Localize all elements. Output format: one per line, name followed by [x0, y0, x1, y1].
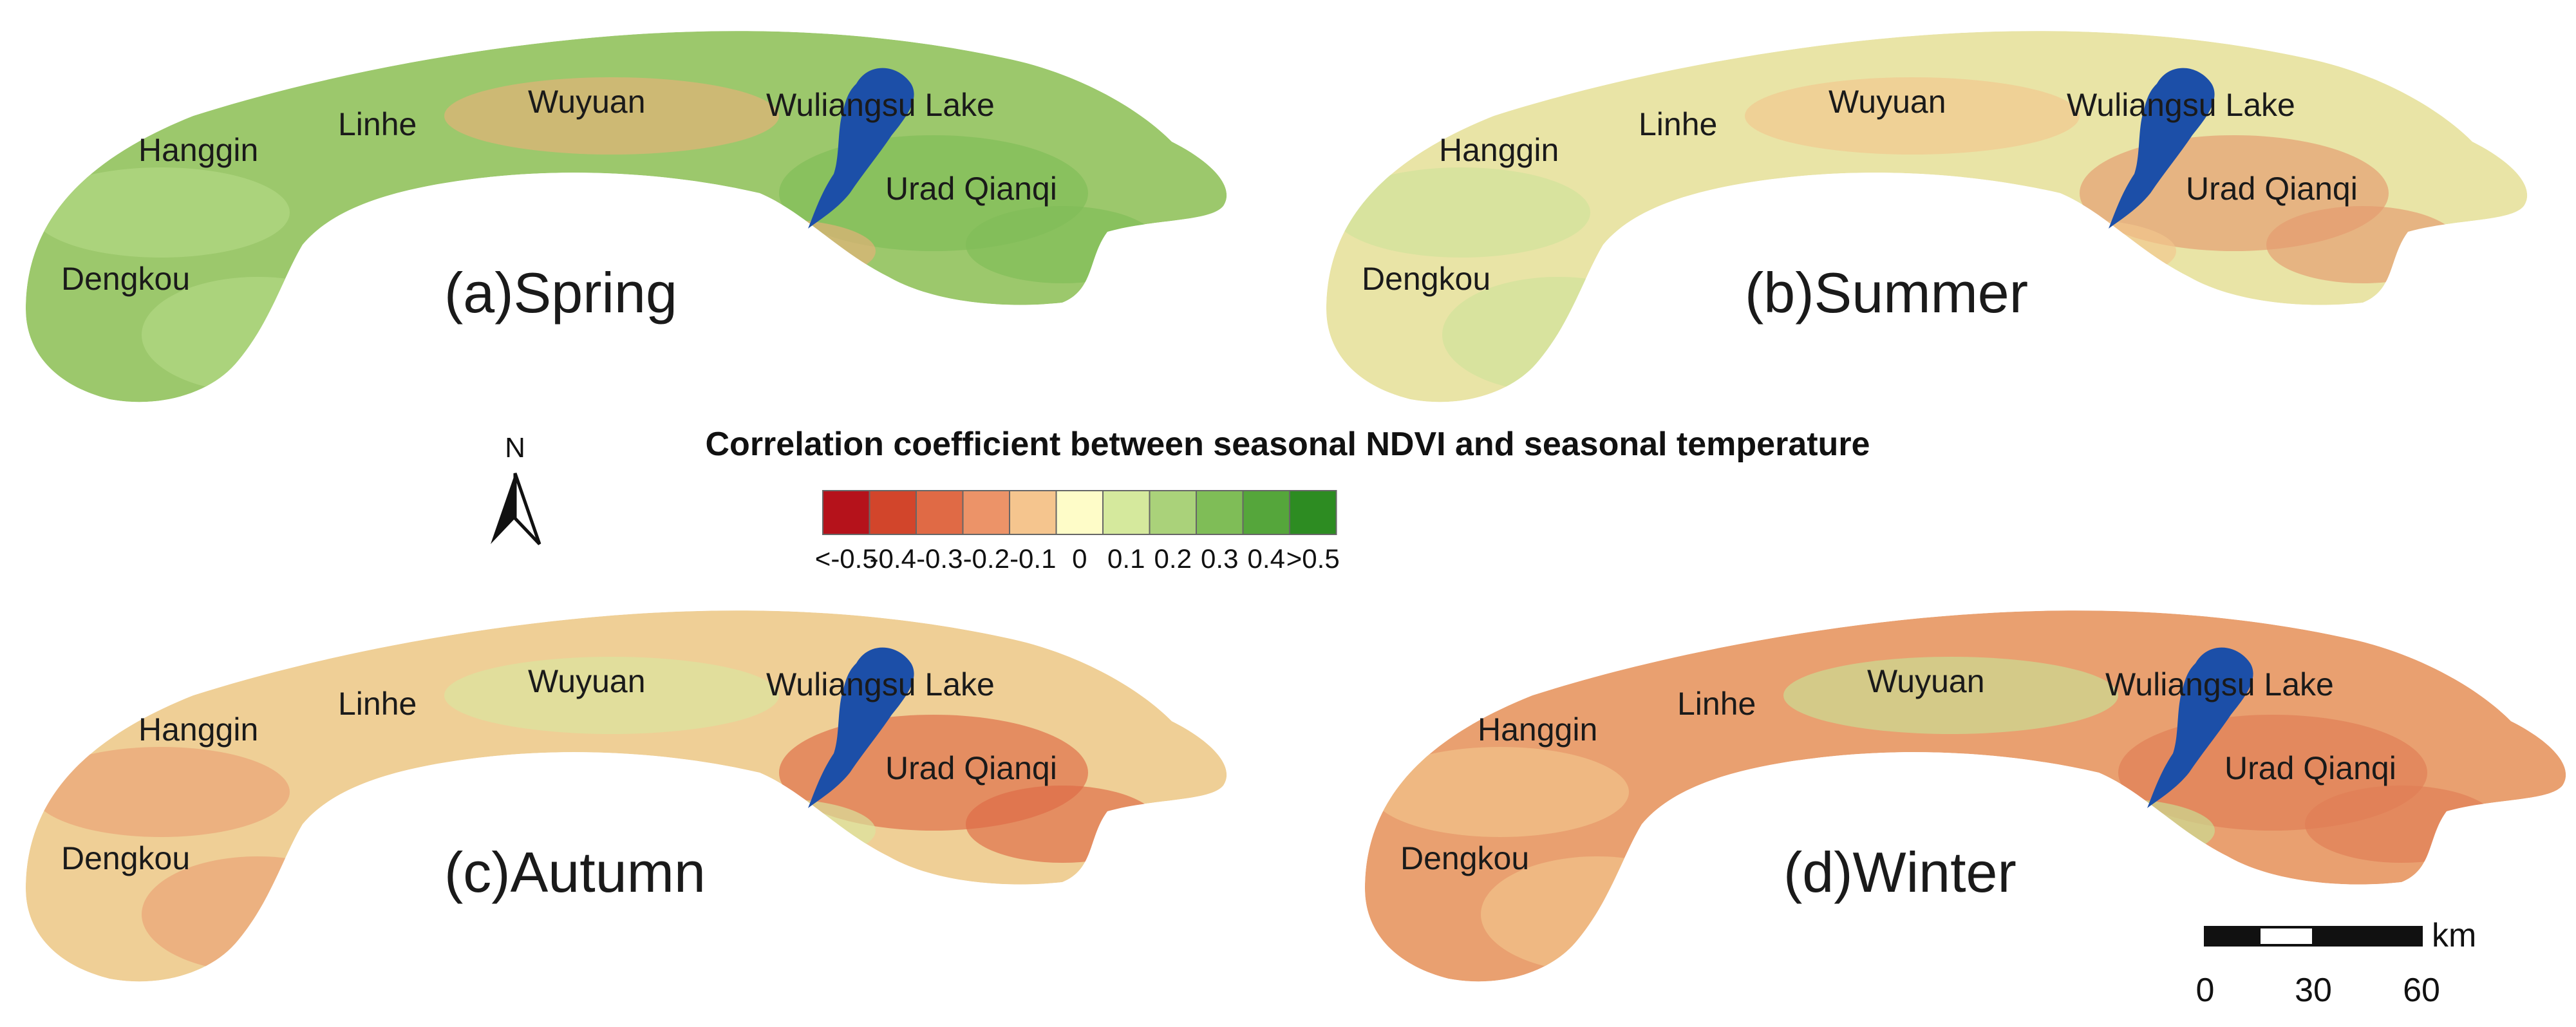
landcover-patch: [1783, 657, 2118, 734]
legend-title: Correlation coefficient between seasonal…: [706, 426, 1870, 463]
legend-tick-label: 0.2: [1154, 543, 1192, 574]
place-label-wuyuan: Wuyuan: [528, 84, 646, 120]
place-label-wuyuan: Wuyuan: [528, 663, 646, 699]
place-label-linhe: Linhe: [338, 686, 417, 722]
landcover-patch: [32, 747, 290, 837]
legend-swatch: [1009, 490, 1057, 535]
landcover-patch: [2266, 206, 2459, 283]
legend-tick-label: 0: [1072, 543, 1087, 574]
place-label-linhe: Linhe: [338, 106, 417, 142]
legend-swatch: [1242, 490, 1290, 535]
legend-tick-label: 0.1: [1107, 543, 1145, 574]
legend-tick-label: 0.3: [1201, 543, 1238, 574]
place-label-lake: Wuliangsu Lake: [766, 666, 995, 702]
legend-tick-label: -0.3: [916, 543, 963, 574]
landcover-patch: [966, 206, 1159, 283]
place-label-linhe: Linhe: [1639, 106, 1717, 142]
panel-winter: Hanggin Linhe Wuyuan Wuliangsu Lake Urad Qia…: [1365, 610, 2566, 982]
legend-swatch: [869, 490, 917, 535]
landcover-patch: [1333, 167, 1590, 258]
place-label-wuyuan: Wuyuan: [1867, 663, 1985, 699]
legend-swatch: [1289, 490, 1337, 535]
legend-tick-label: -0.1: [1010, 543, 1056, 574]
place-label-lake: Wuliangsu Lake: [2105, 666, 2334, 702]
scale-bar-tick-0: 0: [2196, 972, 2215, 1009]
legend-swatch: [1102, 490, 1151, 535]
place-label-hanggin: Hanggin: [138, 711, 258, 748]
place-label-urad: Urad Qianqi: [2186, 171, 2358, 207]
place-label-linhe: Linhe: [1677, 686, 1756, 722]
panel-label: (d)Winter: [1783, 840, 2017, 904]
place-label-lake: Wuliangsu Lake: [2067, 87, 2295, 123]
landcover-patch: [966, 786, 1159, 863]
place-label-dengkou: Dengkou: [61, 261, 190, 297]
scale-bar-tick-30: 30: [2295, 972, 2332, 1009]
panel-label: (b)Summer: [1745, 261, 2028, 325]
landcover-patch: [670, 219, 876, 283]
north-arrow-label: N: [505, 432, 525, 464]
place-label-wuyuan: Wuyuan: [1829, 84, 1946, 120]
place-label-dengkou: Dengkou: [1362, 261, 1490, 297]
legend-tick-label: -0.4: [870, 543, 916, 574]
landcover-patch: [2009, 798, 2215, 863]
panel-spring: Hanggin Linhe Wuyuan Wuliangsu Lake Urad Qia…: [26, 31, 1227, 402]
north-arrow: N: [491, 432, 541, 545]
place-label-hanggin: Hanggin: [1439, 132, 1559, 168]
north-arrow-icon: [491, 473, 515, 544]
place-label-lake: Wuliangsu Lake: [766, 87, 995, 123]
landcover-patch: [1745, 77, 2080, 155]
landcover-patch: [32, 167, 290, 258]
panel-label: (a)Spring: [444, 261, 677, 325]
place-label-hanggin: Hanggin: [1478, 711, 1597, 748]
legend-tick-label: >0.5: [1286, 543, 1340, 574]
scale-bar-tick-60: 60: [2403, 972, 2440, 1009]
legend-swatch: [1149, 490, 1197, 535]
legend-tick-label: -0.2: [963, 543, 1010, 574]
landcover-patch: [1371, 747, 1629, 837]
legend-tick-label: 0.4: [1248, 543, 1285, 574]
panel-summer: Hanggin Linhe Wuyuan Wuliangsu Lake Urad Qia…: [1326, 31, 2528, 402]
scale-bar-unit: km: [2432, 917, 2476, 954]
legend-swatch: [1196, 490, 1244, 535]
legend-swatch: [962, 490, 1010, 535]
landcover-patch: [2305, 786, 2498, 863]
place-label-urad: Urad Qianqi: [885, 750, 1057, 786]
north-arrow-right-half: [513, 473, 541, 545]
panel-label: (c)Autumn: [444, 840, 706, 904]
landcover-patch: [444, 77, 779, 155]
legend-swatch: [822, 490, 870, 535]
legend-tick-label: <-0.5: [815, 543, 878, 574]
place-label-hanggin: Hanggin: [138, 132, 258, 168]
place-label-dengkou: Dengkou: [1400, 840, 1529, 876]
place-label-urad: Urad Qianqi: [885, 171, 1057, 207]
panel-autumn: Hanggin Linhe Wuyuan Wuliangsu Lake Urad Qia…: [26, 610, 1227, 982]
scale-bar: km 0 30 60: [2196, 917, 2477, 1009]
legend-swatch: [916, 490, 964, 535]
scale-bar-segment-2: [2258, 926, 2315, 947]
legend-swatches: <-0.5-0.4 -0.3 -0.2 -0.1 0 0.1 0.2 0.3 0.4 >0.5: [815, 490, 1340, 574]
landcover-patch: [444, 657, 779, 734]
place-label-urad: Urad Qianqi: [2224, 750, 2396, 786]
scale-bar-segment-1: [2204, 926, 2261, 947]
legend: Correlation coefficient between seasonal…: [706, 426, 1870, 574]
place-label-dengkou: Dengkou: [61, 840, 190, 876]
scale-bar-segment-3: [2312, 926, 2423, 947]
legend-swatch: [1055, 490, 1104, 535]
